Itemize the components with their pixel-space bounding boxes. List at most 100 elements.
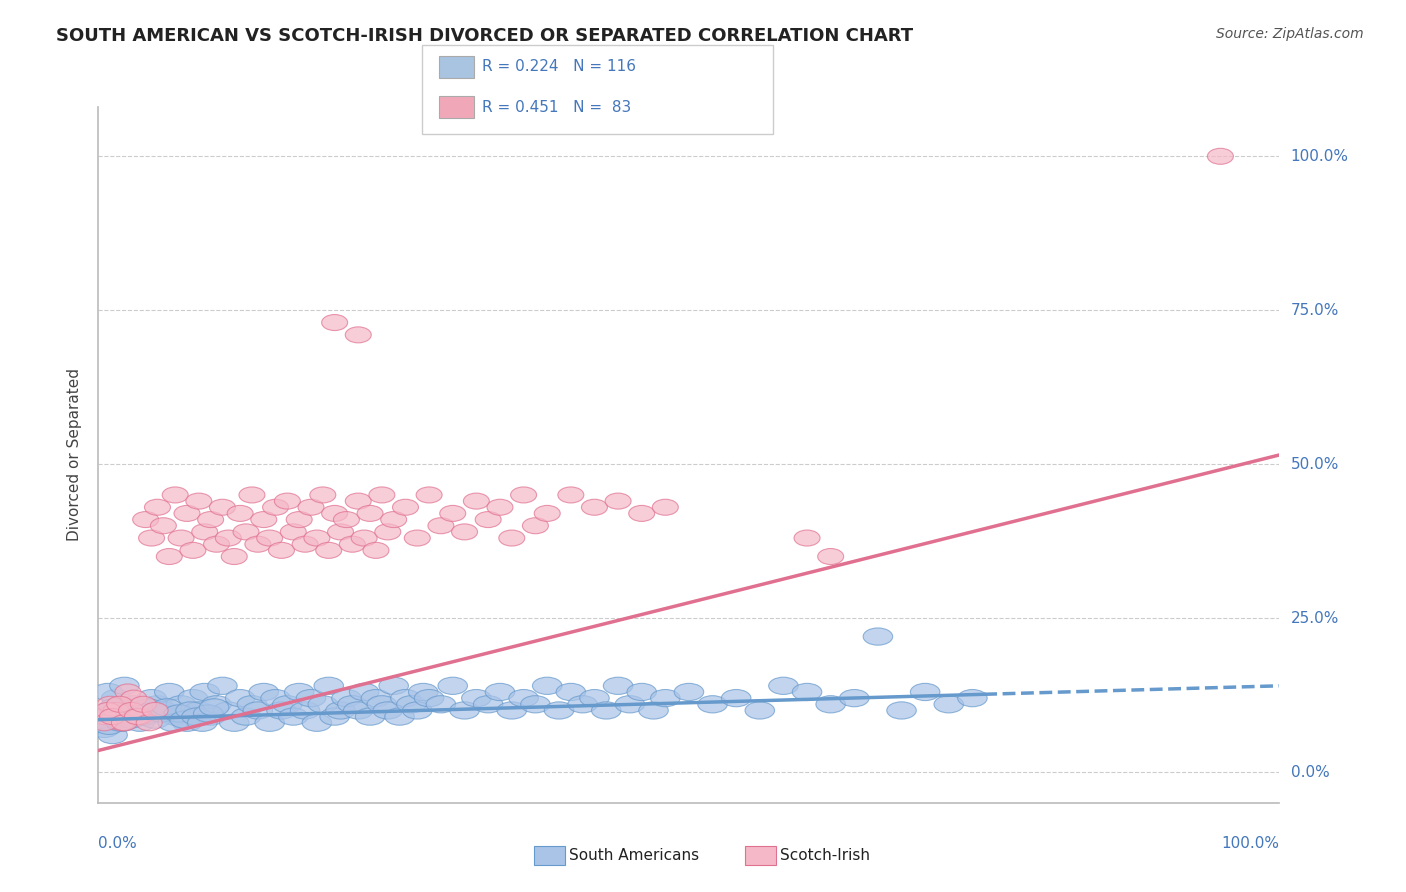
Ellipse shape <box>145 500 170 516</box>
Ellipse shape <box>118 702 145 718</box>
Ellipse shape <box>675 683 704 700</box>
Ellipse shape <box>233 524 259 540</box>
Ellipse shape <box>91 714 117 731</box>
Ellipse shape <box>745 702 775 719</box>
Ellipse shape <box>314 677 343 695</box>
Text: 100.0%: 100.0% <box>1222 836 1279 851</box>
Ellipse shape <box>616 696 645 713</box>
Ellipse shape <box>818 549 844 565</box>
Ellipse shape <box>651 690 681 706</box>
Ellipse shape <box>1208 148 1233 164</box>
Ellipse shape <box>238 696 267 713</box>
Ellipse shape <box>464 493 489 509</box>
Ellipse shape <box>120 696 149 713</box>
Ellipse shape <box>440 506 465 522</box>
Ellipse shape <box>105 702 135 719</box>
Ellipse shape <box>157 714 187 731</box>
Ellipse shape <box>520 696 550 713</box>
Ellipse shape <box>97 697 124 713</box>
Ellipse shape <box>204 536 229 552</box>
Ellipse shape <box>150 517 176 533</box>
Ellipse shape <box>352 530 377 546</box>
Ellipse shape <box>91 705 121 723</box>
Ellipse shape <box>160 708 190 725</box>
Ellipse shape <box>475 512 501 527</box>
Ellipse shape <box>957 690 987 706</box>
Ellipse shape <box>887 702 917 719</box>
Ellipse shape <box>143 696 173 713</box>
Ellipse shape <box>101 690 131 706</box>
Ellipse shape <box>254 714 284 731</box>
Ellipse shape <box>544 702 574 719</box>
Ellipse shape <box>127 708 153 724</box>
Ellipse shape <box>132 512 159 527</box>
Ellipse shape <box>225 690 254 706</box>
Ellipse shape <box>91 708 117 724</box>
Ellipse shape <box>815 696 845 713</box>
Ellipse shape <box>357 506 382 522</box>
Ellipse shape <box>333 512 360 527</box>
Ellipse shape <box>721 690 751 706</box>
Ellipse shape <box>180 542 205 558</box>
Ellipse shape <box>184 702 214 719</box>
Ellipse shape <box>381 512 406 527</box>
Ellipse shape <box>267 702 297 719</box>
Ellipse shape <box>208 677 238 695</box>
Ellipse shape <box>142 702 169 718</box>
Text: SOUTH AMERICAN VS SCOTCH-IRISH DIVORCED OR SEPARATED CORRELATION CHART: SOUTH AMERICAN VS SCOTCH-IRISH DIVORCED … <box>56 27 914 45</box>
Ellipse shape <box>373 702 402 719</box>
Ellipse shape <box>605 493 631 509</box>
Ellipse shape <box>322 506 347 522</box>
Ellipse shape <box>274 493 301 509</box>
Ellipse shape <box>346 326 371 343</box>
Ellipse shape <box>121 702 150 719</box>
Ellipse shape <box>152 698 181 716</box>
Ellipse shape <box>409 683 439 700</box>
Ellipse shape <box>356 708 385 725</box>
Ellipse shape <box>136 714 162 731</box>
Ellipse shape <box>262 690 291 706</box>
Ellipse shape <box>392 500 419 516</box>
Ellipse shape <box>368 487 395 503</box>
Ellipse shape <box>94 702 121 718</box>
Ellipse shape <box>115 711 145 728</box>
Ellipse shape <box>534 506 560 522</box>
Ellipse shape <box>302 714 332 731</box>
Ellipse shape <box>638 702 668 719</box>
Ellipse shape <box>568 696 598 713</box>
Ellipse shape <box>110 714 135 731</box>
Ellipse shape <box>485 683 515 700</box>
Ellipse shape <box>579 690 609 706</box>
Ellipse shape <box>176 702 205 719</box>
Ellipse shape <box>304 530 330 546</box>
Ellipse shape <box>121 690 146 706</box>
Ellipse shape <box>103 708 132 725</box>
Ellipse shape <box>115 684 141 700</box>
Ellipse shape <box>90 721 120 738</box>
Ellipse shape <box>292 536 318 552</box>
Ellipse shape <box>269 542 294 558</box>
Text: South Americans: South Americans <box>569 848 700 863</box>
Ellipse shape <box>111 705 141 723</box>
Ellipse shape <box>219 714 249 731</box>
Ellipse shape <box>87 711 117 728</box>
Ellipse shape <box>769 677 799 695</box>
Ellipse shape <box>533 677 562 695</box>
Ellipse shape <box>350 683 380 700</box>
Ellipse shape <box>498 702 527 719</box>
Ellipse shape <box>169 530 194 546</box>
Ellipse shape <box>228 506 253 522</box>
Ellipse shape <box>509 690 538 706</box>
Ellipse shape <box>461 690 491 706</box>
Ellipse shape <box>105 714 135 731</box>
Ellipse shape <box>339 536 366 552</box>
Y-axis label: Divorced or Separated: Divorced or Separated <box>67 368 83 541</box>
Ellipse shape <box>439 677 468 695</box>
Ellipse shape <box>309 487 336 503</box>
Ellipse shape <box>523 517 548 533</box>
Ellipse shape <box>141 711 170 728</box>
Ellipse shape <box>510 487 537 503</box>
Ellipse shape <box>416 487 441 503</box>
Ellipse shape <box>194 705 224 723</box>
Ellipse shape <box>131 697 156 713</box>
